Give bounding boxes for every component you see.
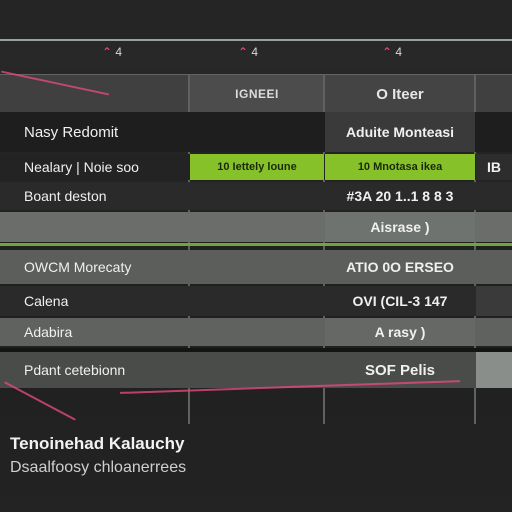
column-divider: [188, 74, 190, 424]
row-cell: SOF Pelis: [364, 361, 436, 379]
arrow-icon[interactable]: ⌃ 4: [102, 45, 123, 59]
top-bar: [0, 0, 512, 40]
row-label: OWCM Morecaty: [24, 259, 132, 275]
row-cell: ATIO 0O ERSEO: [346, 259, 454, 275]
row-cell: [190, 286, 324, 316]
table-row[interactable]: Nasy Redomit Aduite Monteasi: [0, 112, 512, 152]
highlight-cell: 10 Mnotasa ikea: [325, 154, 475, 180]
column-header-1[interactable]: IGNEEI: [190, 75, 324, 113]
column-divider: [323, 74, 325, 424]
row-cell: [190, 250, 324, 284]
row-cell: [476, 212, 512, 242]
top-icon-label: 4: [251, 45, 259, 59]
column-header-2[interactable]: O Iteer: [325, 75, 475, 113]
row-cell: [476, 318, 512, 346]
row-cell: [190, 112, 324, 152]
row-cell: Aisrase ): [325, 212, 475, 242]
top-divider: [0, 39, 512, 41]
arrow-icon[interactable]: ⌃ 4: [238, 45, 259, 59]
row-cell: [190, 182, 324, 210]
row-label: Nasy Redomit: [24, 123, 119, 141]
row-cell: OVI (CIL-3 147: [352, 293, 448, 309]
table-row-highlighted[interactable]: Nealary | Noie soo 10 Iettely loune 10 M…: [0, 154, 512, 180]
row-cell: [190, 212, 324, 242]
row-label: Pdant cetebionn: [24, 362, 126, 378]
arrow-icon[interactable]: ⌃ 4: [382, 45, 403, 59]
row-label: Boant deston: [24, 188, 107, 204]
row-cell: [190, 318, 324, 346]
row-label: Calena: [24, 293, 69, 309]
footer-subtitle: Dsaalfoosy chloanerrees: [10, 459, 187, 476]
table-row[interactable]: OWCM Morecaty ATIO 0O ERSEO: [0, 250, 512, 284]
section-divider: [0, 243, 512, 246]
footer-title: Tenoinehad Kalauchy: [10, 434, 185, 453]
row-cell: A rasy ): [325, 318, 475, 346]
table-row[interactable]: Adabira A rasy ): [0, 318, 512, 346]
section-divider: [0, 348, 512, 352]
table-row[interactable]: Boant deston #3A 20 1..1 8 8 3: [0, 182, 512, 210]
row-cell: [190, 352, 324, 388]
row-cell: [476, 112, 512, 152]
highlight-cell: 10 Iettely loune: [190, 154, 324, 180]
row-cell: IB: [476, 154, 512, 180]
row-cell: [476, 286, 512, 316]
row-label: Nealary | Noie soo: [24, 159, 139, 175]
row-cell: #3A 20 1..1 8 8 3: [346, 188, 454, 204]
table-row[interactable]: Calena OVI (CIL-3 147: [0, 286, 512, 316]
top-icon-label: 4: [115, 45, 123, 59]
row-cell: [476, 250, 512, 284]
table-header: IGNEEI O Iteer: [0, 74, 512, 114]
top-icon-label: 4: [395, 45, 403, 59]
row-cell: [476, 182, 512, 210]
row-label: Adabira: [24, 324, 73, 340]
row-label: [24, 212, 189, 242]
row-cell: Aduite Monteasi: [325, 112, 475, 152]
row-cell: [476, 352, 512, 388]
table-row[interactable]: Aisrase ): [0, 212, 512, 242]
column-divider: [474, 74, 476, 424]
